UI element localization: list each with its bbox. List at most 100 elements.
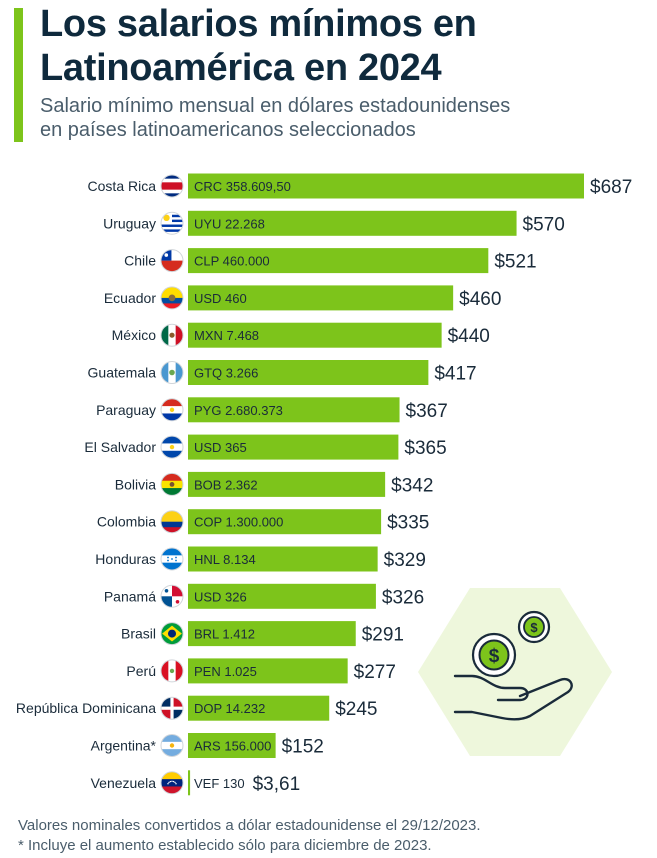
country-label: Venezuela (91, 775, 157, 791)
value-label: $291 (362, 625, 404, 646)
small-dollar-coin-symbol: $ (530, 620, 538, 635)
value-label: $326 (382, 587, 424, 608)
local-currency-label: UYU 22.268 (194, 216, 265, 231)
local-currency-label: PEN 1.025 (194, 664, 257, 679)
page-title: Los salarios mínimos en Latinoamérica en… (40, 2, 650, 90)
flag-border (160, 211, 184, 235)
costa-rica-flag-icon (161, 175, 183, 197)
flag-border (160, 622, 184, 646)
subtitle-line-2: en países latinoamericanos seleccionados (40, 119, 416, 141)
flag-border (160, 286, 184, 310)
chile-flag-icon (161, 249, 183, 272)
value-label: $329 (384, 550, 426, 571)
bar (188, 733, 276, 758)
flag-border (160, 398, 184, 422)
footnote-conversion: Valores nominales convertidos a dólar es… (18, 817, 481, 834)
ecuador-flag-icon (161, 286, 183, 309)
bar-chart: $ $ Costa Rica CRC 358.609,50 $687 Uruguay U… (16, 173, 632, 796)
bar (188, 509, 382, 535)
title-line-1: Los salarios mínimos en (40, 3, 477, 45)
bar (188, 546, 378, 572)
country-label: Honduras (95, 551, 156, 567)
value-label: $365 (404, 438, 446, 459)
el-salvador-flag-icon (161, 436, 183, 459)
value-label: $687 (590, 177, 632, 198)
value-label: $245 (335, 699, 377, 720)
illustration-background-hexagon (418, 588, 612, 756)
country-label: Brasil (121, 626, 156, 642)
flag-border (160, 361, 184, 384)
local-currency-label: HNL 8.134 (194, 552, 256, 567)
country-label: Perú (126, 663, 156, 679)
value-label: $342 (391, 475, 433, 496)
value-label: $460 (459, 289, 501, 310)
bar (188, 695, 330, 721)
flag-border (160, 547, 184, 571)
flag-border (160, 249, 184, 273)
value-label: $440 (448, 326, 490, 347)
paraguay-flag-icon (161, 398, 183, 421)
bar (188, 583, 376, 609)
local-currency-label: ARS 156.000 (194, 739, 271, 754)
value-label: $367 (406, 401, 448, 422)
mexico-flag-icon (161, 324, 183, 347)
value-label: $335 (387, 513, 429, 534)
large-dollar-coin-symbol: $ (489, 646, 500, 667)
footnote-argentina: * Incluye el aumento establecido sólo pa… (18, 837, 432, 854)
local-currency-label: CLP 460.000 (194, 254, 270, 269)
panama-flag-icon (161, 585, 183, 608)
country-label: El Salvador (84, 439, 156, 455)
bar (188, 173, 584, 199)
flag-border (160, 510, 184, 534)
flag-border (160, 174, 184, 198)
value-label: $521 (494, 252, 536, 273)
country-label: Costa Rica (88, 178, 157, 194)
country-label: México (112, 327, 157, 343)
country-label: Panamá (104, 588, 156, 604)
bar (188, 322, 442, 348)
country-label: Paraguay (96, 402, 156, 418)
flag-border (160, 323, 184, 347)
country-label: Colombia (97, 514, 156, 530)
bolivia-flag-icon (161, 473, 183, 496)
bar (188, 210, 517, 236)
bar (188, 658, 348, 684)
country-label: Uruguay (103, 215, 156, 231)
bar (188, 285, 454, 311)
local-currency-label: USD 365 (194, 440, 247, 455)
page-subtitle: Salario mínimo mensual en dólares estado… (40, 94, 650, 142)
country-label: Chile (124, 253, 156, 269)
guatemala-flag-icon (161, 361, 183, 384)
bar (188, 434, 399, 460)
honduras-flag-icon (161, 548, 183, 570)
local-currency-label: COP 1.300.000 (194, 515, 283, 530)
country-label: Bolivia (115, 476, 156, 492)
dominican-republic-flag-icon (161, 697, 183, 720)
local-currency-label: PYG 2.680.373 (194, 403, 283, 418)
flag-border (160, 771, 184, 795)
bar (188, 621, 356, 647)
open-hand-icon (453, 674, 573, 721)
country-label: Guatemala (88, 365, 157, 381)
title-accent-bar (14, 8, 23, 142)
local-currency-label: DOP 14.232 (194, 701, 265, 716)
local-currency-label: USD 326 (194, 589, 247, 604)
local-currency-label: VEF 130 (194, 776, 245, 791)
bar (188, 471, 386, 497)
local-currency-label: MXN 7.468 (194, 328, 259, 343)
flag-border (160, 734, 184, 757)
local-currency-label: USD 460 (194, 291, 247, 306)
value-label: $3,61 (253, 774, 301, 795)
argentina-flag-icon (161, 734, 183, 757)
flag-border (160, 696, 184, 720)
local-currency-label: CRC 358.609,50 (194, 179, 291, 194)
small-dollar-coin-inner (523, 616, 545, 638)
country-label: Argentina* (91, 738, 157, 754)
value-label: $152 (282, 737, 324, 758)
uruguay-flag-icon (161, 212, 183, 235)
hand-holding-dollar-coins-icon: $ $ (418, 588, 612, 756)
country-label: República Dominicana (16, 700, 156, 716)
local-currency-label: GTQ 3.266 (194, 366, 258, 381)
title-line-2: Latinoamérica en 2024 (40, 47, 442, 89)
flag-border (160, 659, 184, 683)
